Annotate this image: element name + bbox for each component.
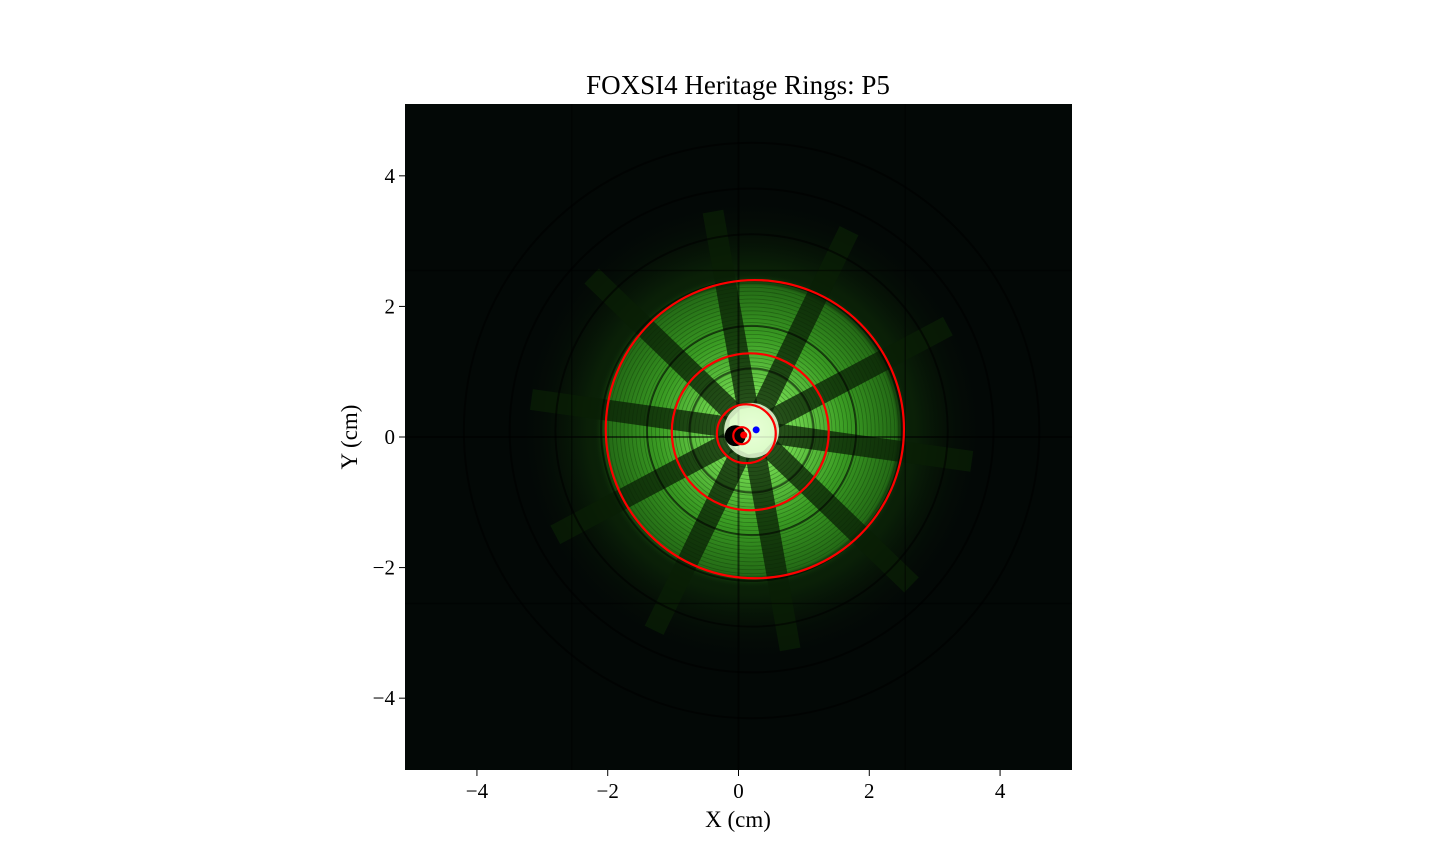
spider-spoke [760, 438, 919, 593]
shell-ring [662, 341, 841, 520]
spider-spoke [772, 423, 974, 472]
spider-spoke [766, 316, 953, 429]
x-axis-label: X (cm) [705, 807, 771, 832]
fit-ring [604, 278, 906, 580]
x-tick-label: 2 [864, 779, 875, 803]
reference-circle [508, 187, 995, 674]
shell-ring [623, 302, 880, 559]
detector-image [405, 104, 1072, 770]
y-axis: −4 −2 0 2 4 [373, 164, 405, 710]
reference-circle [688, 367, 815, 494]
reference-circle [462, 141, 1041, 720]
spider-spoke [702, 209, 758, 410]
chart-title: FOXSI4 Heritage Rings: P5 [586, 70, 890, 100]
x-tick-label: 0 [733, 779, 744, 803]
x-tick-label: 4 [995, 779, 1006, 803]
y-tick-label: 2 [385, 294, 396, 318]
spider-spoke [745, 451, 801, 652]
spider-spoke [529, 389, 731, 438]
x-axis: −4 −2 0 2 4 [466, 770, 1006, 803]
x-tick-label: −2 [597, 779, 619, 803]
shell-ring [666, 345, 837, 516]
spider-spoke [550, 431, 737, 545]
y-axis-label: Y (cm) [337, 405, 362, 470]
fitted-rings [604, 278, 906, 580]
y-tick-label: 4 [385, 164, 396, 188]
shell-ring [643, 322, 860, 539]
shell-ring [607, 286, 896, 575]
fit-ring [670, 352, 830, 512]
spider-spoke [752, 226, 859, 415]
x-tick-label: −4 [466, 779, 489, 803]
y-tick-label: −4 [373, 686, 396, 710]
spider-spoke [644, 446, 751, 635]
reference-circle [645, 324, 858, 537]
fit-ring [732, 426, 752, 446]
center-occulter [724, 425, 746, 447]
shell-ring [635, 314, 868, 547]
y-tick-label: −2 [373, 556, 395, 580]
reference-circle [554, 233, 949, 628]
shell-ring [655, 333, 849, 527]
fit-ring [715, 403, 777, 465]
spider-spoke [584, 268, 743, 423]
shell-ring [639, 318, 864, 543]
shell-ring [658, 337, 845, 524]
center-point [740, 431, 748, 439]
center-point [752, 426, 760, 434]
shell-ring [631, 310, 872, 551]
shell-ring [615, 294, 888, 567]
plot-area [405, 104, 1072, 770]
center-markers [740, 426, 760, 439]
shell-ring [651, 330, 853, 531]
shell-ring [611, 290, 892, 571]
y-tick-label: 0 [385, 425, 396, 449]
shell-ring [627, 306, 876, 555]
shell-ring [619, 298, 884, 563]
